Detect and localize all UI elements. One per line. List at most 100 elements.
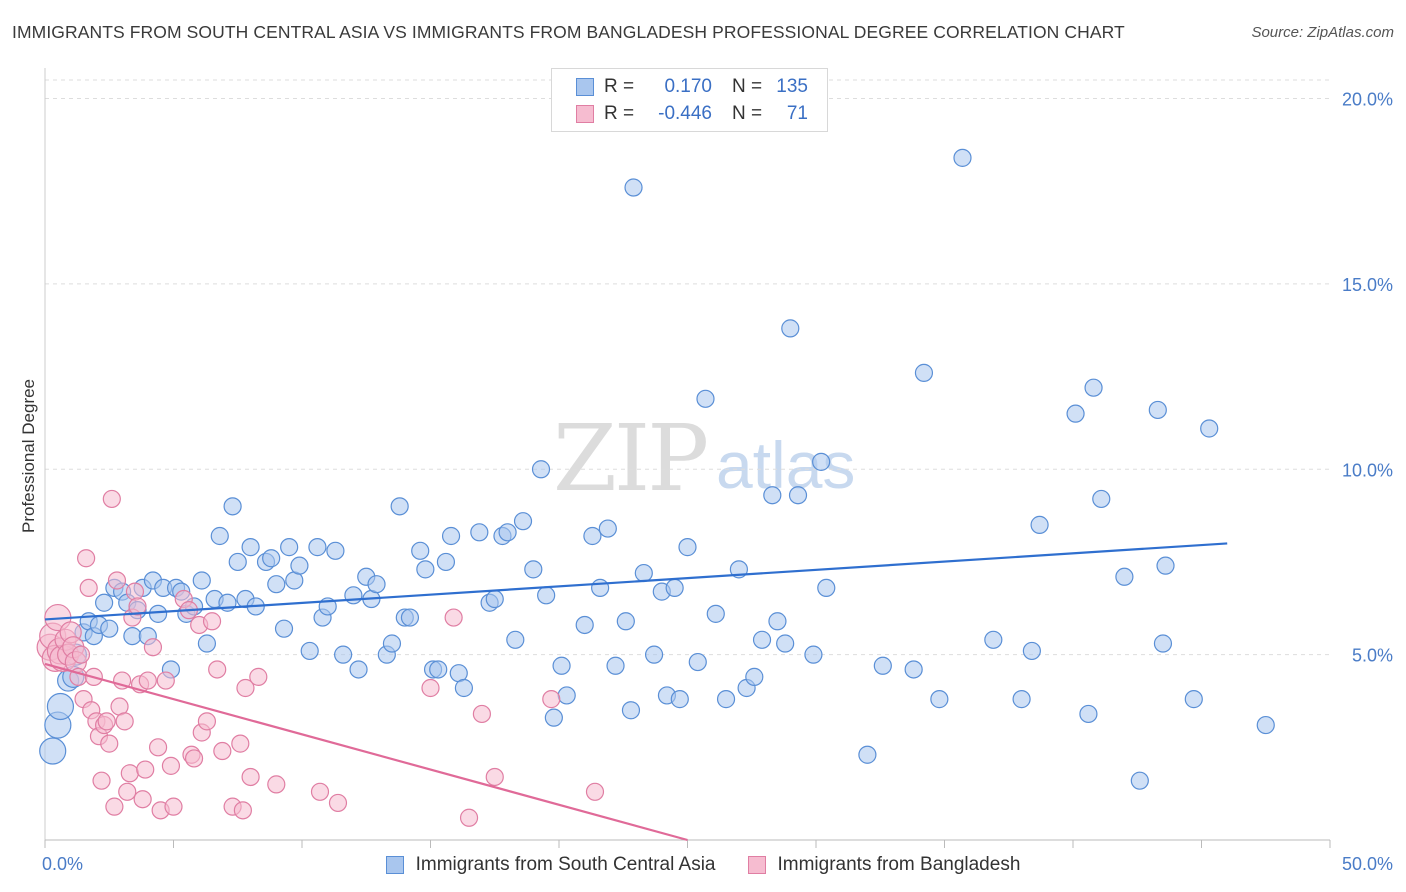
bangladesh-point-65 xyxy=(444,608,463,627)
bangladesh-point-34 xyxy=(128,597,147,616)
x-tick-label-1: 50.0% xyxy=(1342,854,1393,874)
legend-item-south-central-asia[interactable]: Immigrants from South Central Asia xyxy=(385,854,716,876)
bangladesh-point-42 xyxy=(156,671,175,690)
south-central-asia-point-33 xyxy=(228,552,247,572)
south-central-asia-point-127 xyxy=(1130,771,1149,790)
y-axis-label: Professional Degree xyxy=(19,379,38,533)
south-central-asia-point-86 xyxy=(616,612,635,631)
legend-item-bangladesh[interactable]: Immigrants from Bangladesh xyxy=(747,854,1020,876)
south-central-asia-point-30 xyxy=(210,526,229,546)
x-tick-label-0: 0.0% xyxy=(42,854,83,874)
south-central-asia-point-93 xyxy=(665,578,684,598)
bangladesh-point-33 xyxy=(125,582,145,601)
pink-swatch xyxy=(576,105,594,123)
south-central-asia-point-49 xyxy=(334,645,353,664)
south-central-asia-point-60 xyxy=(411,541,430,560)
n-value: 135 xyxy=(776,76,808,97)
bangladesh-point-40 xyxy=(148,738,168,757)
south-central-asia-point-106 xyxy=(776,634,795,653)
south-central-asia-point-28 xyxy=(197,634,217,653)
trend-line-bangladesh xyxy=(44,662,688,842)
south-central-asia-point-129 xyxy=(1153,634,1173,653)
south-central-asia-point-125 xyxy=(1092,489,1111,509)
south-central-asia-point-107 xyxy=(781,319,800,338)
bangladesh-point-51 xyxy=(197,712,217,731)
south-central-asia-point-54 xyxy=(367,575,386,594)
south-central-asia-point-83 xyxy=(591,578,610,598)
south-central-asia-point-123 xyxy=(1079,704,1098,724)
bangladesh-point-30 xyxy=(118,782,137,801)
south-central-asia-point-97 xyxy=(696,389,715,408)
r-value: 0.170 xyxy=(664,76,712,97)
south-central-asia-point-67 xyxy=(454,678,474,698)
bangladesh-point-67 xyxy=(472,704,491,724)
tick-labels: 5.0% 10.0% 15.0% 20.0% 0.0% 50.0% xyxy=(42,90,1393,874)
south-central-asia-point-118 xyxy=(984,630,1003,649)
bangladesh-point-69 xyxy=(542,690,561,709)
south-central-asia-point-122 xyxy=(1066,404,1085,423)
south-central-asia-point-77 xyxy=(537,586,556,605)
south-central-asia-point-117 xyxy=(953,148,972,167)
south-central-asia-point-72 xyxy=(498,523,517,542)
stats-row-bangladesh: R = -0.446 N = 71 xyxy=(576,102,808,126)
chart-title: IMMIGRANTS FROM SOUTH CENTRAL ASIA VS IM… xyxy=(12,22,1125,42)
bangladesh-point-20 xyxy=(92,771,111,790)
y-tick-label-2: 15.0% xyxy=(1342,275,1393,295)
south-central-asia-point-114 xyxy=(904,660,923,679)
south-central-asia-point-56 xyxy=(382,634,402,653)
series-bangladesh xyxy=(36,489,605,827)
bangladesh-point-58 xyxy=(236,678,255,698)
south-central-asia-point-112 xyxy=(858,745,877,764)
south-central-asia-point-130 xyxy=(1156,556,1175,575)
south-central-asia-point-111 xyxy=(817,578,836,598)
legend-blue-swatch xyxy=(385,856,404,874)
south-central-asia-point-65 xyxy=(441,526,461,546)
south-central-asia-point-38 xyxy=(262,549,281,568)
south-central-asia-point-85 xyxy=(606,656,625,675)
south-central-asia-point-57 xyxy=(390,497,409,516)
south-central-asia-point-95 xyxy=(678,538,697,557)
source-credit: Source: ZipAtlas.com xyxy=(1251,24,1394,41)
south-central-asia-point-109 xyxy=(804,645,823,664)
south-central-asia-point-35 xyxy=(241,538,260,557)
r-label: R = xyxy=(604,76,635,97)
bangladesh-point-54 xyxy=(213,741,232,761)
legend: Immigrants from South Central Asia Immig… xyxy=(0,852,1406,878)
south-central-asia-point-94 xyxy=(670,690,689,709)
south-central-asia-point-64 xyxy=(436,552,456,572)
south-central-asia-point-102 xyxy=(745,667,764,686)
south-central-asia-point-61 xyxy=(416,560,435,579)
south-central-asia-point-78 xyxy=(544,708,563,727)
bangladesh-point-57 xyxy=(233,801,252,820)
south-central-asia-point-98 xyxy=(706,604,725,623)
south-central-asia-point-51 xyxy=(349,660,368,679)
south-central-asia-point-119 xyxy=(1012,690,1031,709)
bangladesh-point-62 xyxy=(310,782,330,801)
south-central-asia-point-63 xyxy=(429,660,448,679)
legend-label: Immigrants from South Central Asia xyxy=(415,854,716,875)
bangladesh-point-12 xyxy=(71,645,91,664)
south-central-asia-point-20 xyxy=(148,604,168,623)
south-central-asia-point-68 xyxy=(470,523,489,542)
legend-pink-swatch xyxy=(747,856,766,874)
south-central-asia-point-128 xyxy=(1148,400,1167,420)
trend-lines xyxy=(44,542,1228,842)
bangladesh-point-37 xyxy=(136,760,155,779)
bangladesh-point-14 xyxy=(77,549,96,568)
bangladesh-point-43 xyxy=(161,756,181,775)
south-central-asia-point-105 xyxy=(768,612,787,631)
south-central-asia-point-10 xyxy=(95,593,114,612)
south-central-asia-point-103 xyxy=(752,630,772,649)
y-tick-label-0: 5.0% xyxy=(1352,646,1393,666)
south-central-asia-point-40 xyxy=(274,619,294,638)
south-central-asia-point-48 xyxy=(326,541,345,560)
bangladesh-point-52 xyxy=(202,612,222,631)
bangladesh-point-48 xyxy=(184,749,204,768)
stats-row-south-central-asia: R = 0.170 N = 135 xyxy=(576,75,808,99)
south-central-asia-point-32 xyxy=(223,497,242,516)
south-central-asia-point-133 xyxy=(1256,715,1275,735)
south-central-asia-point-124 xyxy=(1084,378,1103,397)
n-value: 71 xyxy=(786,103,808,124)
bangladesh-point-39 xyxy=(143,638,163,657)
bangladesh-point-29 xyxy=(115,712,134,731)
